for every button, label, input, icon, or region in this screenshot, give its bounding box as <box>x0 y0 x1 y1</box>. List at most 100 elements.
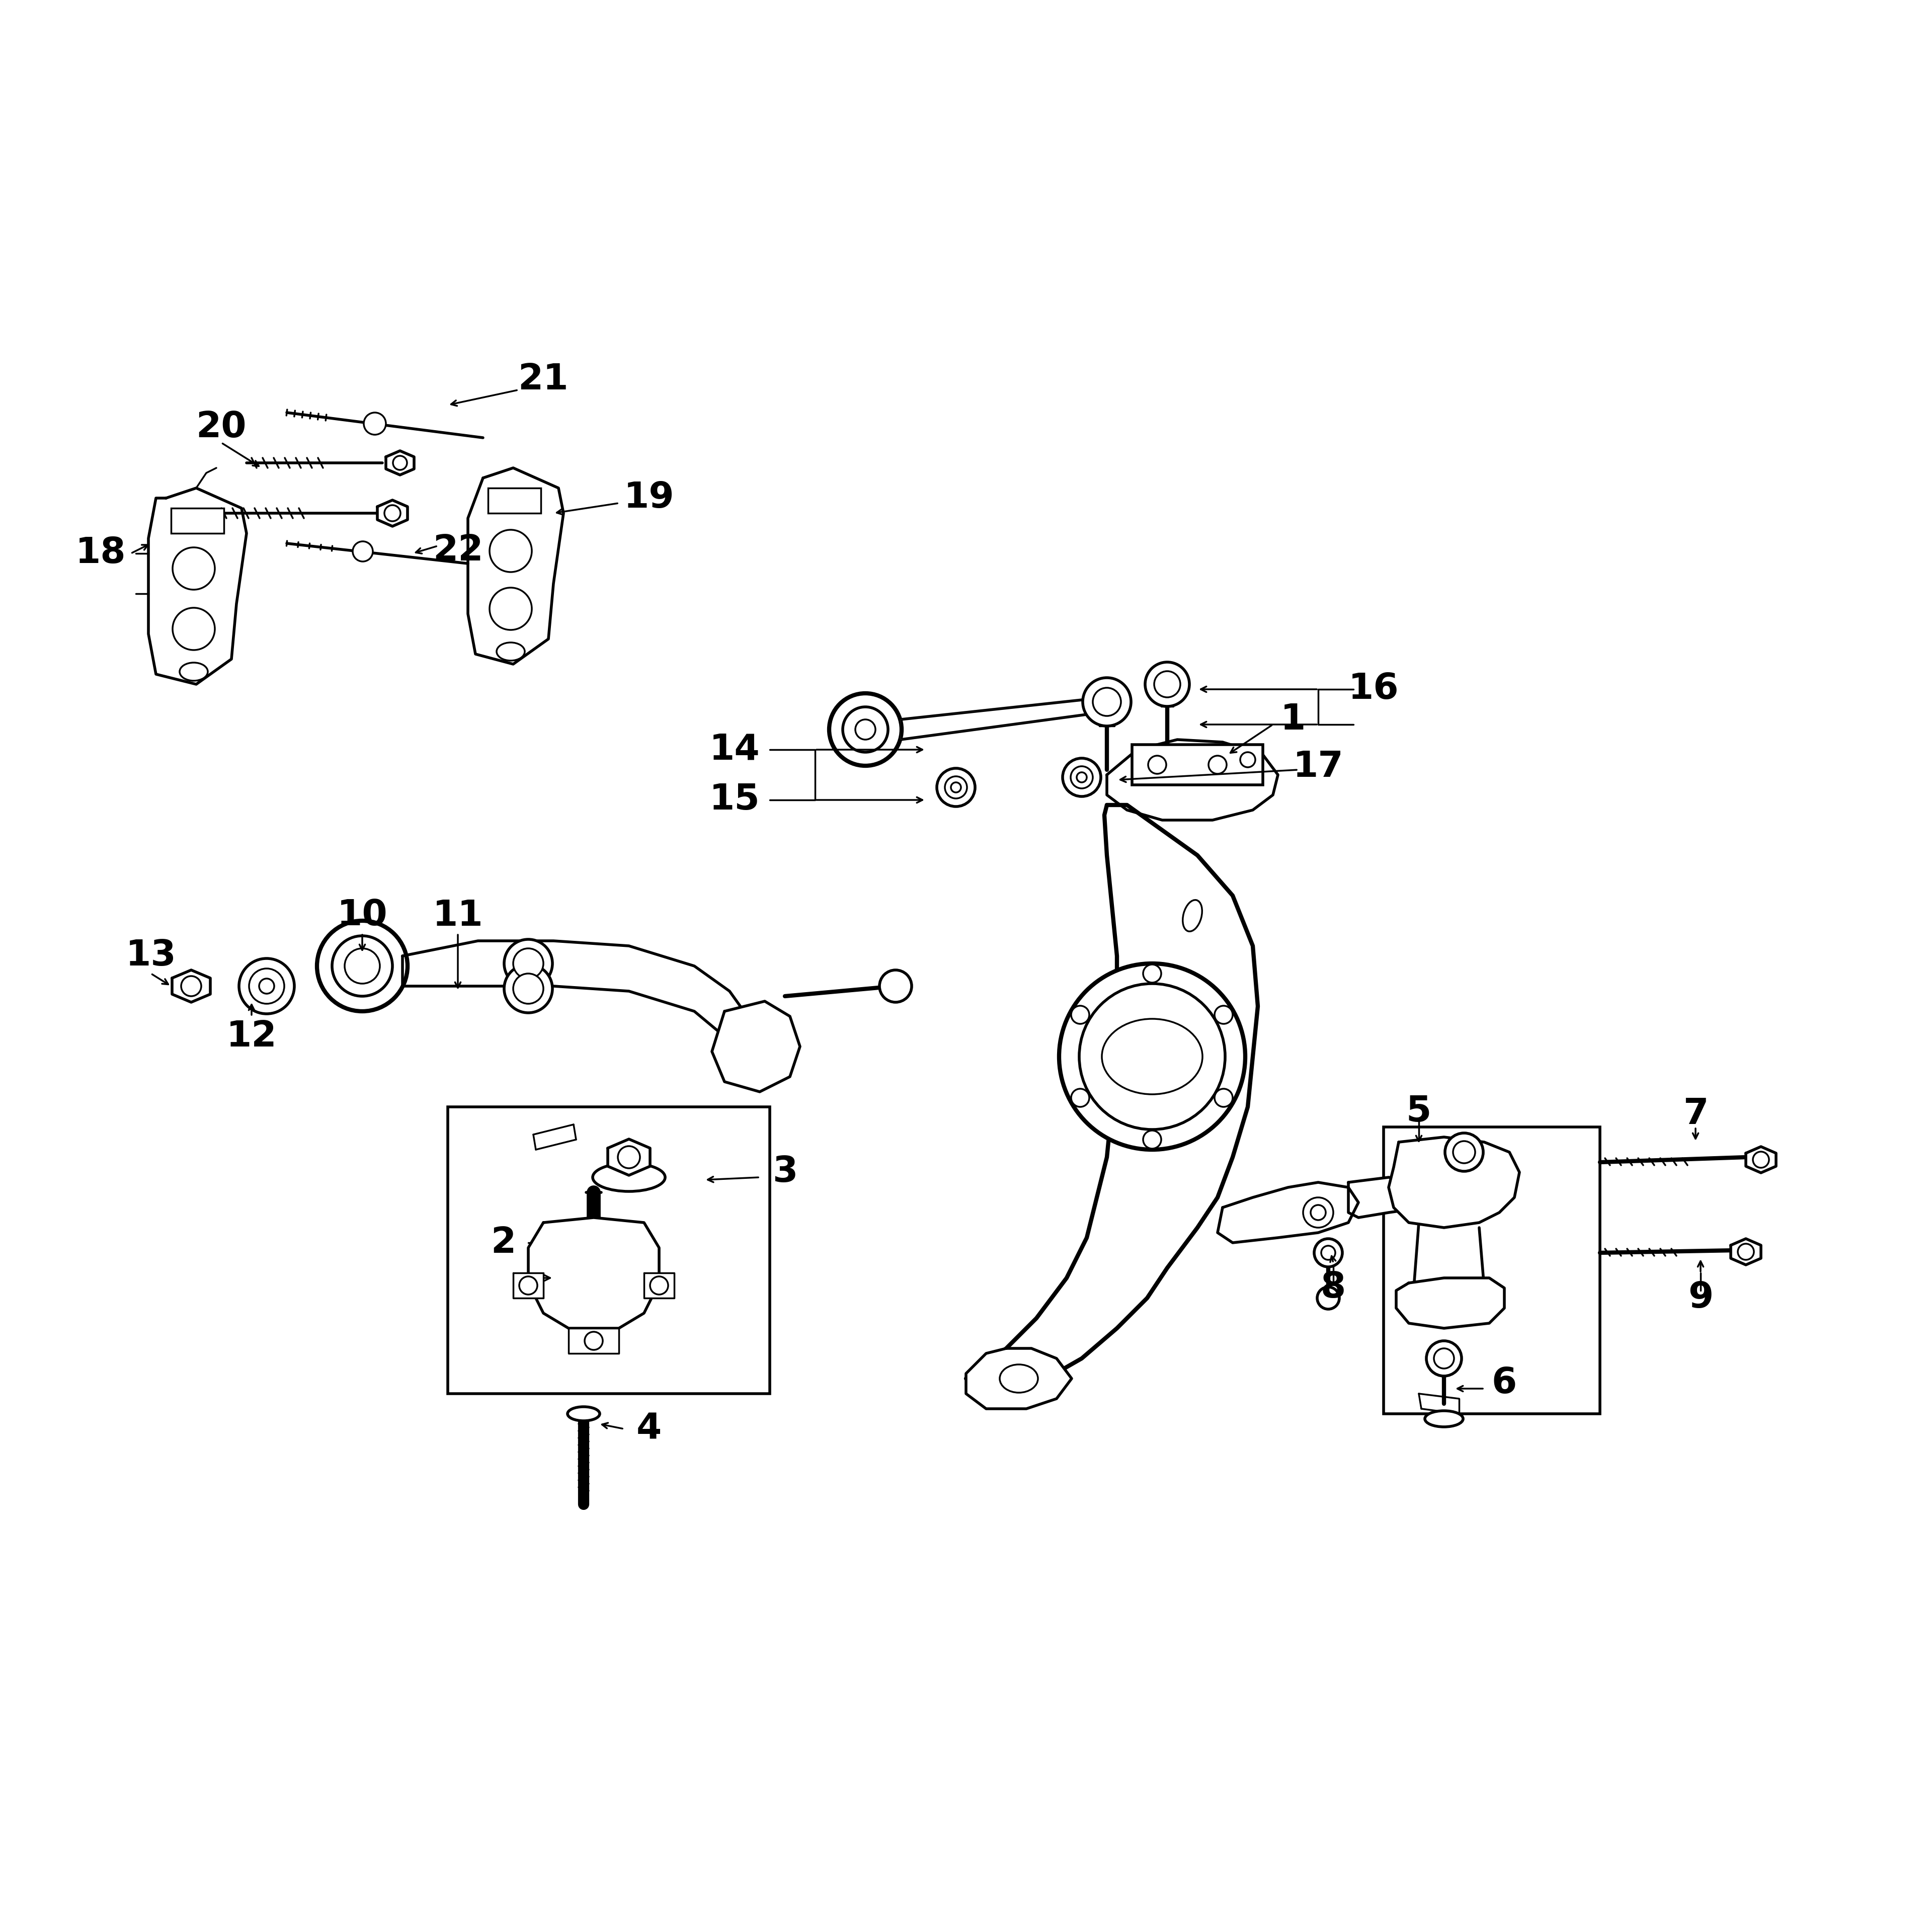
Bar <box>172 508 224 533</box>
Circle shape <box>1314 1238 1343 1267</box>
Circle shape <box>879 970 912 1003</box>
Text: 13: 13 <box>126 939 176 974</box>
Bar <box>1132 744 1264 784</box>
Text: 1: 1 <box>1281 701 1306 736</box>
Polygon shape <box>468 468 564 665</box>
Circle shape <box>1752 1151 1770 1167</box>
Circle shape <box>1146 663 1190 707</box>
Circle shape <box>829 694 902 765</box>
Circle shape <box>1070 1007 1090 1024</box>
Circle shape <box>1059 964 1246 1150</box>
Circle shape <box>1148 755 1167 775</box>
Circle shape <box>856 719 875 740</box>
Circle shape <box>504 964 553 1012</box>
Polygon shape <box>1731 1238 1760 1265</box>
Circle shape <box>1209 755 1227 775</box>
Text: 6: 6 <box>1492 1366 1517 1401</box>
Circle shape <box>1215 1090 1233 1107</box>
Text: 18: 18 <box>75 535 126 570</box>
Polygon shape <box>900 699 1086 740</box>
Circle shape <box>1737 1244 1754 1260</box>
Circle shape <box>1318 1287 1339 1310</box>
Polygon shape <box>527 1217 659 1329</box>
Polygon shape <box>149 489 247 684</box>
Text: 20: 20 <box>195 410 247 444</box>
Circle shape <box>514 949 543 980</box>
Circle shape <box>354 541 373 562</box>
Ellipse shape <box>1426 1410 1463 1428</box>
Circle shape <box>1070 1090 1090 1107</box>
Ellipse shape <box>999 1364 1037 1393</box>
Text: 2: 2 <box>491 1225 516 1260</box>
Text: 7: 7 <box>1683 1097 1708 1132</box>
Polygon shape <box>711 1001 800 1092</box>
Circle shape <box>842 707 889 752</box>
Circle shape <box>520 1277 537 1294</box>
Circle shape <box>1076 773 1086 782</box>
Text: 10: 10 <box>336 898 388 933</box>
Circle shape <box>1445 1132 1484 1171</box>
Circle shape <box>172 547 214 589</box>
Ellipse shape <box>180 663 209 680</box>
Text: 19: 19 <box>624 481 674 516</box>
Circle shape <box>585 1331 603 1350</box>
Circle shape <box>344 949 381 983</box>
Ellipse shape <box>568 1406 599 1420</box>
Circle shape <box>1153 670 1180 697</box>
Circle shape <box>240 958 294 1014</box>
Ellipse shape <box>497 643 526 661</box>
Polygon shape <box>1217 1182 1358 1242</box>
Polygon shape <box>172 970 211 1003</box>
Circle shape <box>504 939 553 987</box>
Circle shape <box>363 413 386 435</box>
Polygon shape <box>1747 1146 1776 1173</box>
Polygon shape <box>514 1273 543 1298</box>
Polygon shape <box>568 1329 618 1354</box>
Circle shape <box>951 782 960 792</box>
Text: 11: 11 <box>433 898 483 933</box>
Circle shape <box>392 456 408 469</box>
Circle shape <box>1321 1246 1335 1260</box>
Circle shape <box>172 609 214 649</box>
Circle shape <box>1082 678 1130 726</box>
Polygon shape <box>609 1140 649 1175</box>
Text: 15: 15 <box>709 782 759 817</box>
Polygon shape <box>1397 1277 1505 1329</box>
Circle shape <box>1310 1206 1325 1221</box>
Circle shape <box>1144 964 1161 983</box>
Bar <box>448 1107 769 1393</box>
Text: 17: 17 <box>1293 750 1343 784</box>
Text: 5: 5 <box>1406 1095 1432 1130</box>
Circle shape <box>182 976 201 997</box>
Text: 4: 4 <box>636 1412 661 1447</box>
Polygon shape <box>1389 1138 1519 1227</box>
Circle shape <box>249 968 284 1005</box>
Ellipse shape <box>593 1163 665 1192</box>
Circle shape <box>259 980 274 993</box>
Circle shape <box>618 1146 639 1169</box>
Polygon shape <box>402 941 755 1057</box>
Polygon shape <box>1349 1177 1424 1217</box>
Circle shape <box>1240 752 1256 767</box>
Text: 3: 3 <box>773 1155 798 1190</box>
Text: 16: 16 <box>1349 672 1399 707</box>
Bar <box>1383 1126 1600 1414</box>
Text: 22: 22 <box>433 533 483 568</box>
Circle shape <box>649 1277 668 1294</box>
Circle shape <box>1070 767 1094 788</box>
Polygon shape <box>643 1273 674 1298</box>
Circle shape <box>1215 1007 1233 1024</box>
Polygon shape <box>966 806 1258 1389</box>
Circle shape <box>1094 688 1121 717</box>
Text: 14: 14 <box>709 732 759 767</box>
Circle shape <box>1063 757 1101 796</box>
Circle shape <box>1144 1130 1161 1150</box>
Polygon shape <box>386 450 413 475</box>
Ellipse shape <box>1182 900 1202 931</box>
Circle shape <box>945 777 968 798</box>
Circle shape <box>1426 1341 1463 1376</box>
Circle shape <box>1453 1142 1476 1163</box>
Circle shape <box>489 587 531 630</box>
Text: 8: 8 <box>1321 1271 1347 1306</box>
Text: 12: 12 <box>226 1018 276 1053</box>
